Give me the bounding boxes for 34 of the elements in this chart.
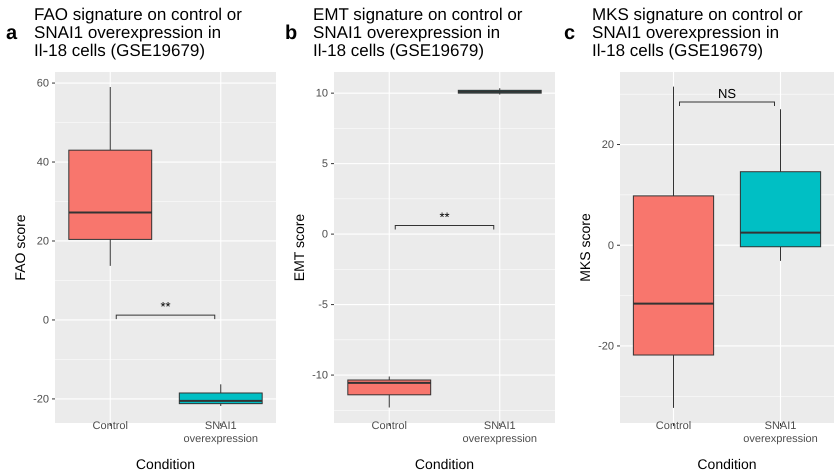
y-tick-label: 20 xyxy=(602,139,614,152)
chart-title: MKS signature on control or SNAI1 overexpression in Il-18 cells (GSE19679) xyxy=(592,5,804,60)
chart-title: EMT signature on control or SNAI1 overexpression in Il-18 cells (GSE19679) xyxy=(313,5,523,60)
x-tick-label: Control xyxy=(92,420,128,432)
y-tick-label: 20 xyxy=(36,236,49,248)
y-axis-title: FAO score xyxy=(12,214,28,281)
y-tick-label: -20 xyxy=(33,393,49,406)
y-tick-label: 40 xyxy=(36,156,49,169)
y-tick-label: -5 xyxy=(318,299,328,312)
y-tick-label: -10 xyxy=(312,370,328,382)
x-axis-title: Condition xyxy=(697,456,757,472)
x-axis-title: Condition xyxy=(414,456,474,472)
x-tick-label: SNAI1 overexpression xyxy=(462,420,538,445)
x-tick-label: SNAI1 overexpression xyxy=(183,420,258,445)
y-tick-label: 0 xyxy=(608,240,614,252)
y-axis-title: MKS score xyxy=(577,213,593,282)
y-tick-label: 60 xyxy=(36,78,49,90)
text: c xyxy=(564,22,576,44)
annotation: ** xyxy=(160,299,171,314)
annotation: NS xyxy=(718,86,736,101)
y-tick-label: 5 xyxy=(322,158,328,170)
x-tick-label: Control xyxy=(372,420,407,432)
x-axis-title: Condition xyxy=(136,456,196,472)
text: a xyxy=(6,22,18,44)
x-tick-label: Control xyxy=(656,420,692,432)
text: b xyxy=(285,22,298,44)
y-axis-title: EMT score xyxy=(291,214,307,282)
y-tick-label: 10 xyxy=(316,88,328,100)
chart-title: FAO signature on control or SNAI1 overexpression in Il-18 cells (GSE19679) xyxy=(34,5,242,60)
y-tick-label: 0 xyxy=(322,228,328,241)
y-tick-label: -20 xyxy=(598,340,614,352)
annotation: ** xyxy=(439,210,450,225)
x-tick-label: SNAI1 overexpression xyxy=(743,420,818,445)
y-tick-label: 0 xyxy=(42,314,49,326)
